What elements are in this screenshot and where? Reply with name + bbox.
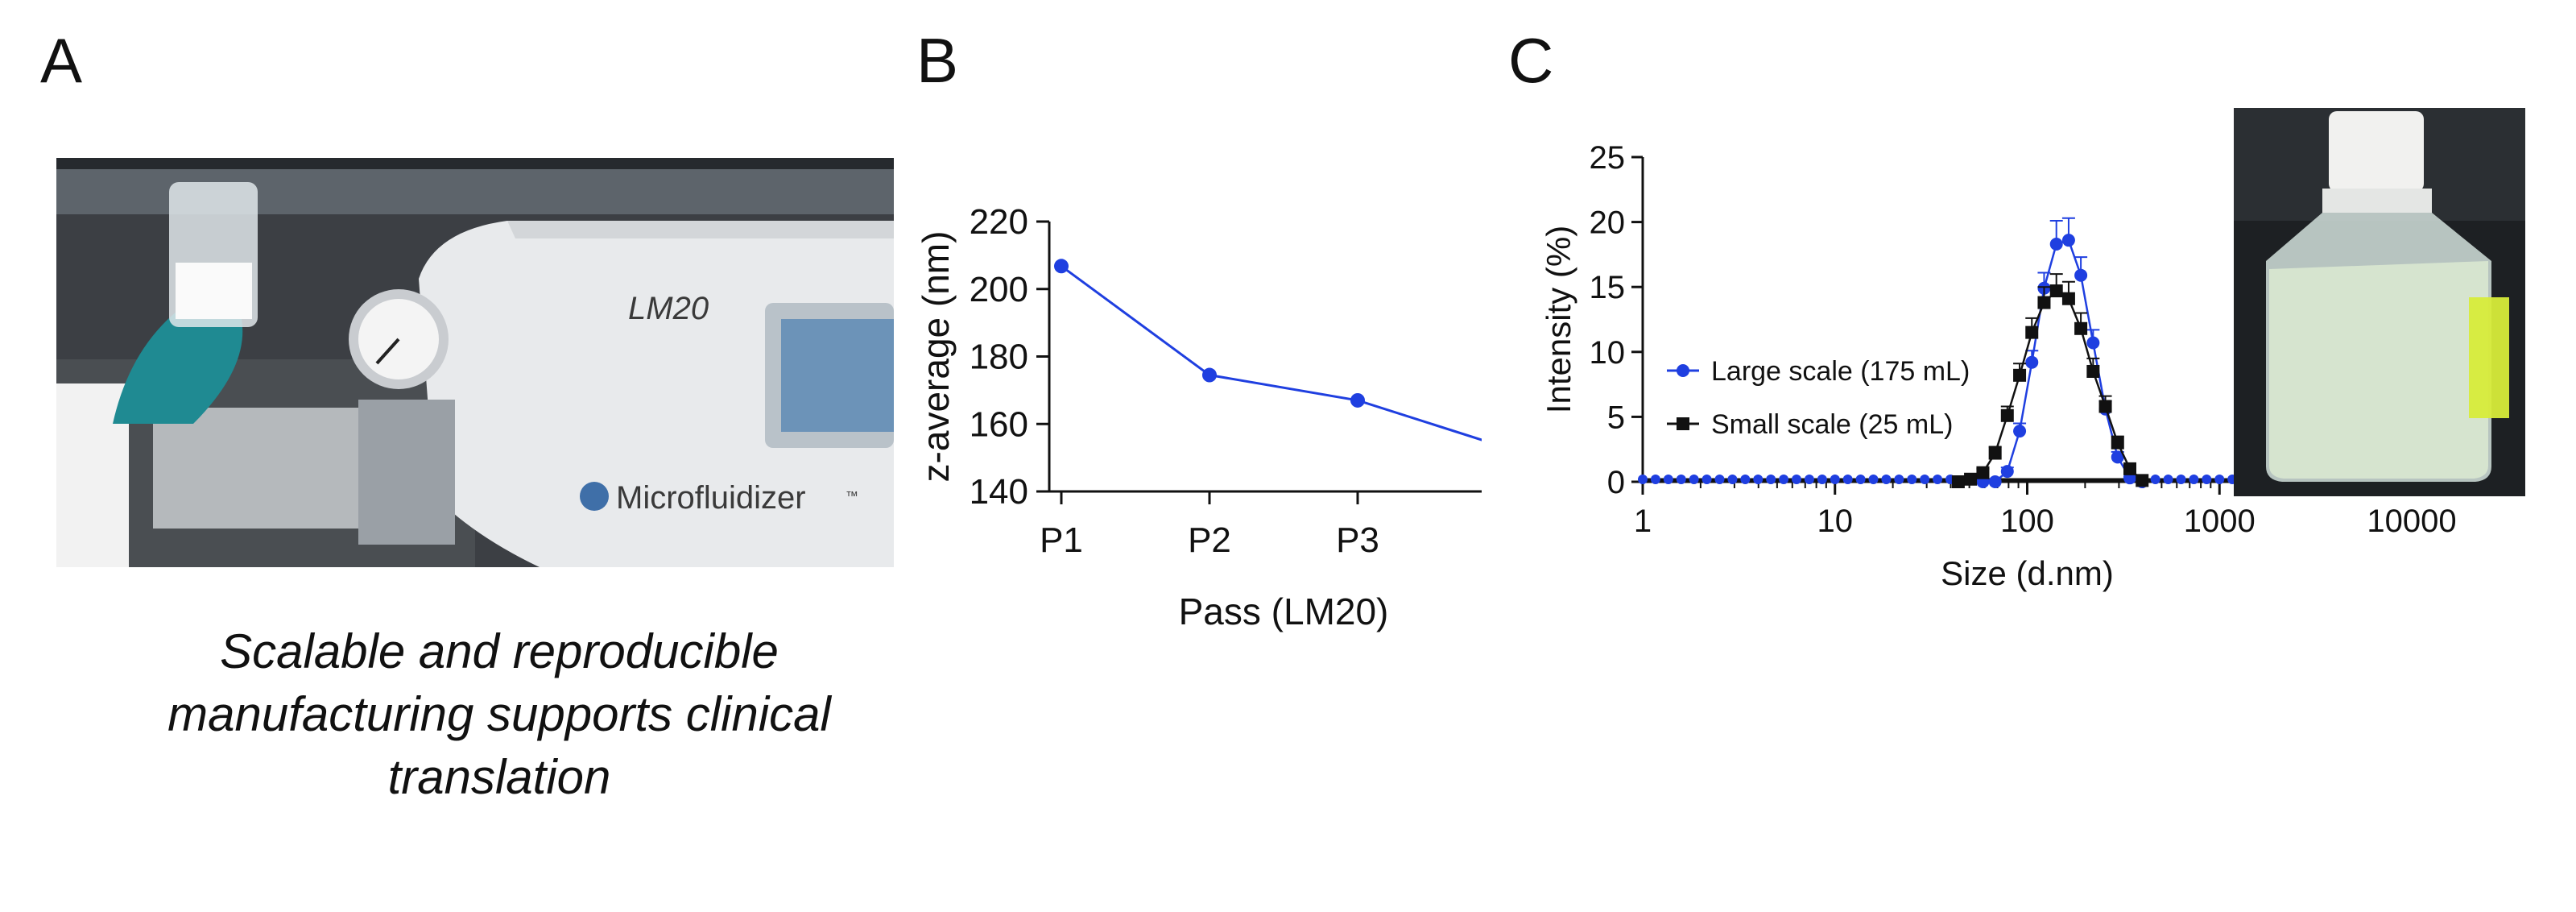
chart-c-legend-label: Small scale (25 mL): [1711, 409, 1953, 440]
photo-brand-text: Microfluidizer: [616, 480, 806, 516]
chart-c-data-point-square: [2136, 474, 2149, 487]
panel-c-label: C: [1508, 25, 1554, 96]
chart-b-y-tick-label: 200: [970, 270, 1028, 309]
chart-c-y-tick-label: 0: [1607, 465, 1625, 500]
chart-c-y-tick-label: 10: [1590, 335, 1626, 371]
chart-c-x-tick-label: 1000: [2184, 504, 2256, 539]
chart-c-zero-point: [1650, 475, 1660, 484]
chart-c-zero-point: [1855, 475, 1866, 484]
chart-c-data-point-square: [2061, 292, 2075, 305]
chart-c-zero-point: [1779, 475, 1789, 484]
chart-c-data-point-circle: [2025, 355, 2039, 369]
microfluidizer-photo: LM20 Microfluidizer ™: [56, 158, 894, 567]
chart-b-y-tick-label: 180: [970, 338, 1028, 377]
photo-trademark-text: ™: [846, 490, 858, 504]
chart-c-data-point-circle: [2086, 336, 2100, 350]
chart-c-data-point-square: [2086, 364, 2100, 378]
chart-c-data-point-circle: [1988, 475, 2002, 488]
chart-c-y-tick-label: 5: [1607, 400, 1625, 435]
chart-c-y-tick-label: 20: [1590, 205, 1626, 241]
chart-c-zero-point: [1689, 475, 1699, 484]
chart-c-data-point-circle: [2000, 465, 2014, 479]
chart-c-data-point-square: [1976, 466, 1990, 479]
chart-c-zero-point: [1933, 475, 1943, 484]
chart-c-data-point-square: [2037, 296, 2051, 309]
chart-c-data-point-square: [2000, 408, 2014, 422]
chart-b-data-point: [1350, 392, 1365, 408]
chart-b-data-point: [1054, 259, 1069, 274]
chart-c-zero-point: [1740, 475, 1751, 484]
panel-a-label: A: [40, 25, 83, 96]
chart-c-zero-point: [1676, 475, 1686, 484]
chart-c-x-tick-label: 100: [2000, 504, 2054, 539]
chart-c-zero-point: [1907, 475, 1917, 484]
chart-c-data-point-square: [1988, 446, 2002, 460]
chart-c-zero-point: [1842, 475, 1853, 484]
bottle-inset-photo: [2234, 108, 2525, 496]
chart-c-zero-point: [2176, 475, 2186, 484]
chart-c-legend-marker: [1677, 417, 1689, 430]
chart-c-data-point-circle: [2111, 450, 2124, 464]
chart-c-y-tick-label: 25: [1590, 140, 1626, 176]
chart-c-zero-point: [1804, 475, 1814, 484]
chart-c-zero-point: [1817, 475, 1827, 484]
chart-c-data-point-square: [1951, 475, 1965, 488]
chart-c-y-axis-label: Intensity (%): [1540, 226, 1577, 413]
chart-b-x-axis-label: Pass (LM20): [1179, 591, 1389, 632]
chart-c-zero-point: [2163, 475, 2173, 484]
chart-c-zero-point: [2189, 475, 2199, 484]
chart-b-x-tick-label: P3: [1336, 520, 1379, 560]
panel-b-label: B: [916, 25, 959, 96]
chart-b-data-point: [1202, 367, 1217, 383]
chart-c-data-point-square: [2025, 325, 2039, 339]
chart-b-y-tick-label: 160: [970, 404, 1028, 444]
chart-c-data-point-square: [2111, 436, 2124, 450]
chart-c-zero-point: [1714, 475, 1725, 484]
chart-c-data-point-circle: [2061, 234, 2075, 247]
chart-c-zero-point: [1894, 475, 1904, 484]
chart-c-data-point-square: [2098, 400, 2112, 413]
chart-c-zero-point: [1727, 475, 1738, 484]
chart-c-zero-point: [1881, 475, 1892, 484]
chart-c-data-point-circle: [2013, 425, 2027, 438]
chart-c-zero-point: [1638, 475, 1648, 484]
chart-c-zero-point: [1920, 475, 1930, 484]
photo-model-text: LM20: [628, 291, 709, 326]
chart-c-y-tick-label: 15: [1590, 270, 1626, 305]
chart-c-zero-point: [1792, 475, 1801, 484]
chart-c-data-point-square: [1964, 472, 1978, 486]
chart-c-x-tick-label: 10000: [2367, 504, 2456, 539]
chart-c-x-tick-label: 10: [1817, 504, 1854, 539]
chart-b-y-tick-label: 220: [970, 202, 1028, 242]
chart-c-data-point-circle: [2074, 268, 2088, 282]
chart-b-y-axis-label: z-average (nm): [915, 231, 957, 483]
chart-c-data-point-square: [2049, 284, 2063, 298]
chart-c-zero-point: [2214, 475, 2225, 484]
chart-c-zero-point: [2202, 475, 2212, 484]
chart-c-x-axis-label: Size (d.nm): [1941, 554, 2114, 592]
chart-c-x-tick-label: 1: [1634, 504, 1652, 539]
chart-c-zero-point: [1766, 475, 1776, 484]
chart-c-zero-point: [2150, 475, 2160, 484]
chart-c-zero-point: [1868, 475, 1879, 484]
chart-c-zero-point: [1663, 475, 1673, 484]
chart-b-y-tick-label: 140: [970, 472, 1028, 512]
chart-c-legend-marker: [1677, 364, 1689, 377]
chart-c-legend-label: Large scale (175 mL): [1711, 356, 1970, 387]
panel-a-caption: Scalable and reproducible manufacturing …: [167, 624, 831, 804]
chart-b-x-tick-label: P1: [1040, 520, 1083, 560]
chart-c-zero-point: [1830, 475, 1840, 484]
chart-b-series-line: [1061, 265, 1482, 441]
chart-c-zero-point: [1753, 475, 1764, 484]
chart-c-data-point-square: [2123, 462, 2136, 475]
chart-b-zaverage: 140160180200220P1P2P3P4 z-average (nm) P…: [915, 202, 1482, 632]
chart-c-zero-point: [1701, 475, 1712, 484]
chart-c-data-point-square: [2013, 368, 2027, 382]
chart-c-data-point-circle: [2049, 238, 2063, 251]
chart-c-data-point-square: [2074, 321, 2088, 335]
chart-b-x-tick-label: P2: [1188, 520, 1231, 560]
